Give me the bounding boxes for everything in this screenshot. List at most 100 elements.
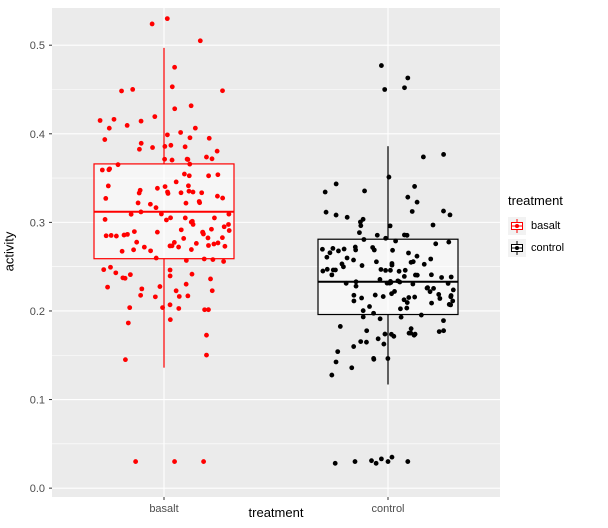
jitter-point-control	[402, 267, 408, 273]
jitter-point-basalt	[181, 236, 187, 241]
y-axis-title: activity	[1, 231, 17, 272]
jitter-point-basalt	[169, 243, 175, 249]
jitter-point-basalt	[186, 183, 191, 189]
jitter-point-control	[441, 328, 447, 334]
jitter-point-basalt	[204, 154, 209, 160]
jitter-point-basalt	[106, 125, 112, 131]
jitter-point-basalt	[169, 157, 175, 163]
jitter-point-basalt	[120, 275, 126, 281]
jitter-point-basalt	[173, 288, 179, 294]
jitter-point-control	[353, 283, 359, 289]
jitter-point-control	[324, 266, 330, 272]
jitter-point-control	[333, 181, 339, 187]
jitter-point-basalt	[226, 228, 232, 233]
jitter-point-control	[341, 246, 347, 252]
jitter-point-control	[424, 285, 430, 291]
jitter-point-control	[352, 459, 358, 464]
y-tick-label: 0.2	[30, 306, 45, 318]
jitter-point-control	[450, 298, 456, 304]
jitter-point-control	[445, 281, 451, 286]
jitter-point-basalt	[178, 227, 184, 233]
jitter-point-basalt	[183, 200, 189, 206]
jitter-point-basalt	[209, 156, 215, 162]
jitter-point-basalt	[197, 200, 203, 206]
legend-label-basalt: basalt	[531, 220, 561, 232]
jitter-point-basalt	[123, 357, 128, 363]
jitter-point-basalt	[221, 259, 227, 264]
jitter-point-basalt	[212, 215, 217, 221]
jitter-point-basalt	[167, 273, 173, 279]
jitter-point-basalt	[105, 284, 110, 290]
jitter-point-control	[439, 275, 444, 280]
jitter-point-control	[381, 341, 387, 347]
jitter-point-control	[412, 331, 418, 337]
jitter-point-basalt	[201, 459, 207, 464]
jitter-point-control	[383, 235, 389, 241]
jitter-point-basalt	[215, 172, 221, 178]
jitter-point-basalt	[134, 239, 140, 245]
jitter-point-basalt	[176, 306, 182, 311]
jitter-point-control	[414, 253, 420, 259]
y-tick-label: 0.4	[30, 129, 45, 141]
jitter-point-control	[448, 302, 454, 308]
jitter-point-control	[405, 75, 411, 81]
jitter-point-basalt	[171, 239, 177, 245]
jitter-point-basalt	[176, 294, 182, 299]
jitter-point-control	[360, 308, 366, 314]
jitter-point-control	[358, 223, 364, 229]
jitter-point-basalt	[208, 276, 213, 282]
jitter-point-control	[320, 268, 326, 274]
jitter-point-control	[374, 259, 379, 265]
jitter-point-basalt	[128, 211, 134, 217]
jitter-point-basalt	[147, 201, 153, 207]
jitter-point-control	[427, 289, 433, 295]
jitter-point-control	[401, 273, 407, 279]
jitter-point-control	[408, 259, 414, 265]
jitter-point-basalt	[102, 137, 108, 142]
jitter-point-basalt	[125, 320, 131, 326]
jitter-point-basalt	[138, 140, 144, 146]
jitter-point-control	[448, 294, 454, 300]
jitter-point-basalt	[138, 292, 144, 298]
jitter-point-control	[436, 329, 442, 334]
jitter-point-control	[418, 312, 424, 318]
jitter-point-basalt	[153, 205, 159, 211]
jitter-point-basalt	[226, 222, 231, 227]
jitter-point-control	[357, 230, 362, 236]
jitter-point-basalt	[178, 130, 184, 135]
jitter-point-control	[370, 245, 376, 250]
jitter-point-control	[351, 344, 357, 349]
jitter-point-control	[377, 277, 383, 282]
jitter-point-control	[332, 460, 338, 466]
jitter-point-control	[351, 298, 357, 304]
jitter-point-control	[329, 272, 335, 278]
x-axis-title: treatment	[248, 505, 304, 520]
jitter-point-control	[339, 261, 345, 267]
jitter-point-basalt	[206, 135, 212, 141]
jitter-point-control	[428, 256, 434, 262]
jitter-point-basalt	[160, 305, 165, 310]
jitter-point-control	[373, 460, 379, 466]
jitter-point-control	[404, 300, 410, 305]
jitter-point-control	[388, 279, 393, 284]
jitter-point-control	[360, 216, 366, 222]
jitter-point-basalt	[164, 132, 170, 138]
jitter-point-basalt	[176, 244, 182, 250]
jitter-point-control	[405, 459, 411, 464]
jitter-point-basalt	[168, 215, 173, 221]
jitter-point-basalt	[168, 142, 174, 148]
jitter-point-control	[401, 297, 407, 303]
jitter-point-control	[375, 336, 381, 342]
jitter-point-control	[396, 268, 402, 274]
jitter-point-basalt	[119, 248, 125, 254]
jitter-point-basalt	[164, 16, 170, 22]
jitter-point-basalt	[136, 190, 142, 196]
jitter-point-basalt	[167, 302, 173, 308]
jitter-point-control	[359, 263, 365, 268]
jitter-point-basalt	[172, 459, 177, 464]
jitter-point-basalt	[182, 171, 187, 177]
jitter-point-control	[322, 189, 328, 195]
jitter-point-basalt	[210, 257, 216, 263]
jitter-point-control	[437, 296, 443, 301]
jitter-point-control	[379, 456, 384, 462]
